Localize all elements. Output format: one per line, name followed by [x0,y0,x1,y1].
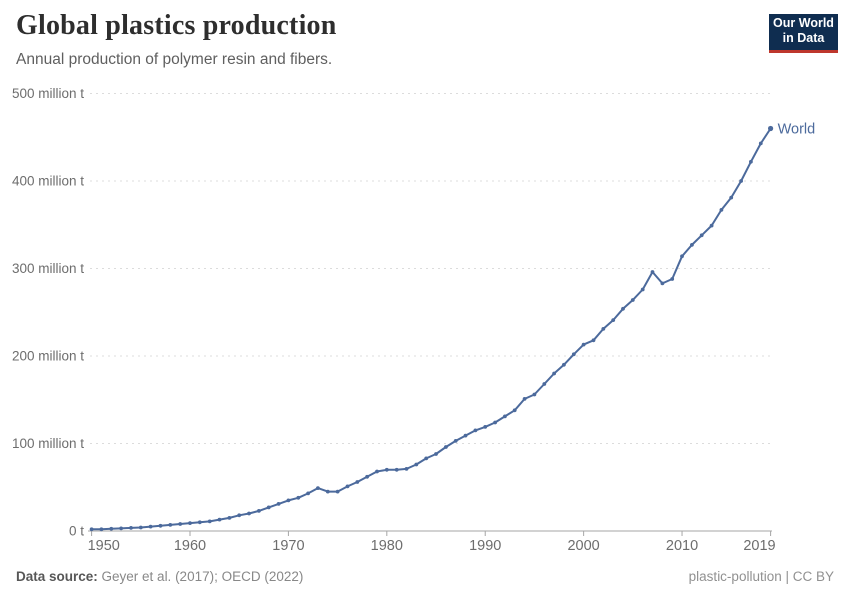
y-axis-label-500: 500 million t [12,86,84,101]
data-point-1961[interactable] [197,520,202,525]
data-point-2019[interactable] [768,125,774,132]
data-point-1981[interactable] [394,467,399,472]
x-axis-label-2019: 2019 [743,538,775,554]
data-point-1980[interactable] [384,467,389,472]
data-point-1950[interactable] [89,527,94,532]
data-point-2014[interactable] [719,208,724,212]
data-point-2003[interactable] [611,318,616,322]
data-point-1988[interactable] [463,433,468,438]
data-point-2009[interactable] [670,277,675,281]
data-point-1974[interactable] [325,489,330,494]
data-point-1978[interactable] [365,474,369,479]
data-point-2001[interactable] [591,338,596,343]
data-point-2015[interactable] [729,195,734,200]
data-point-2004[interactable] [621,306,625,311]
data-point-2018[interactable] [758,141,763,146]
data-point-1998[interactable] [562,362,566,367]
data-point-1965[interactable] [237,513,242,518]
y-axis-label-0: 0 t [69,524,84,539]
data-point-1960[interactable] [188,521,192,525]
y-axis-label-400: 400 million t [12,174,84,189]
data-point-1973[interactable] [316,486,320,490]
y-axis-label-200: 200 million t [12,349,84,364]
data-point-1984[interactable] [424,456,429,461]
x-axis-label-1990: 1990 [469,538,501,554]
data-point-2013[interactable] [709,223,714,228]
data-source-value: Geyer et al. (2017); OECD (2022) [97,569,304,584]
data-point-1986[interactable] [444,445,448,449]
data-point-2007[interactable] [650,270,655,274]
data-point-1962[interactable] [207,519,212,524]
owid-logo[interactable]: Our World in Data [769,14,838,53]
license-note: plastic-pollution | CC BY [688,569,834,584]
x-axis-label-1950: 1950 [88,538,120,554]
data-point-1999[interactable] [571,352,576,357]
data-point-1991[interactable] [493,420,497,425]
data-point-1990[interactable] [483,425,488,429]
data-point-2000[interactable] [581,342,586,347]
x-axis-label-1980: 1980 [371,538,403,554]
data-point-1955[interactable] [138,525,143,530]
owid-logo-line2: in Data [782,31,825,45]
data-point-1989[interactable] [473,428,478,433]
data-point-1968[interactable] [266,505,271,510]
data-source-label: Data source: [16,569,98,584]
chart-subtitle: Annual production of polymer resin and f… [16,51,333,68]
data-point-2005[interactable] [630,298,635,302]
data-point-1975[interactable] [335,489,340,494]
data-point-1993[interactable] [512,408,517,413]
data-point-1994[interactable] [522,397,527,401]
data-point-1958[interactable] [168,523,173,527]
data-point-1954[interactable] [129,526,133,530]
data-point-1979[interactable] [375,469,379,474]
series-label-world[interactable]: World [778,122,816,138]
y-axis-label-300: 300 million t [12,261,84,276]
data-point-1970[interactable] [286,498,291,503]
owid-logo-line1: Our World [773,16,834,30]
data-point-2011[interactable] [690,243,694,247]
data-point-2016[interactable] [739,179,743,183]
data-point-1992[interactable] [503,414,507,419]
data-point-1952[interactable] [109,526,114,531]
data-point-1951[interactable] [99,527,104,532]
data-point-1977[interactable] [355,480,360,484]
data-point-1985[interactable] [434,452,438,456]
data-point-1967[interactable] [257,509,261,513]
data-point-1956[interactable] [148,524,153,529]
data-point-1997[interactable] [552,371,556,376]
data-point-1982[interactable] [404,467,409,471]
data-source-note: Data source: Geyer et al. (2017); OECD (… [16,569,303,584]
data-point-1972[interactable] [306,491,310,496]
data-point-1995[interactable] [532,392,537,397]
x-axis-label-2000: 2000 [567,538,599,554]
data-point-2006[interactable] [640,287,645,292]
data-point-1976[interactable] [345,484,350,489]
data-point-2017[interactable] [749,159,753,164]
data-point-2002[interactable] [601,327,606,331]
x-axis-label-2010: 2010 [666,538,698,554]
data-point-1983[interactable] [414,462,419,467]
data-point-1987[interactable] [453,439,458,443]
y-axis-label-100: 100 million t [12,436,84,451]
x-axis-label-1970: 1970 [272,538,304,554]
data-point-1969[interactable] [276,502,281,506]
x-axis-label-1960: 1960 [174,538,206,554]
data-point-1971[interactable] [296,495,301,500]
data-point-2012[interactable] [699,233,704,238]
data-point-1957[interactable] [158,523,163,528]
data-point-2010[interactable] [680,254,684,259]
data-point-1966[interactable] [247,511,251,516]
data-point-1953[interactable] [119,526,123,531]
page-title: Global plastics production [16,10,337,41]
data-point-1959[interactable] [178,522,183,526]
data-point-1963[interactable] [217,517,222,522]
series-line-world[interactable] [90,127,772,531]
data-point-1996[interactable] [542,382,547,386]
data-point-2008[interactable] [660,281,665,286]
data-point-1964[interactable] [227,516,232,520]
